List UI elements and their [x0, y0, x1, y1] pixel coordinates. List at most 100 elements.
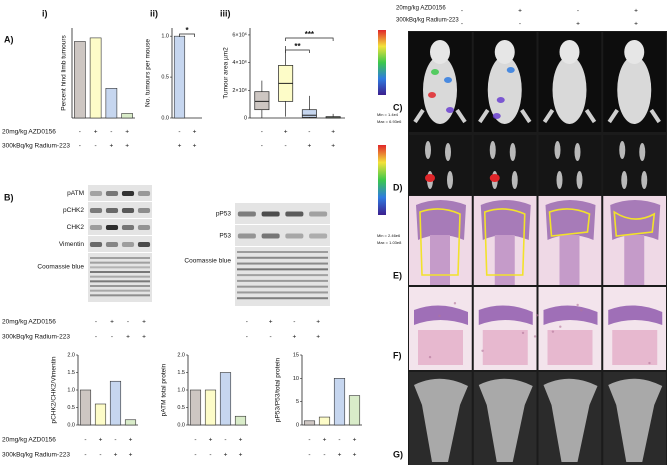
bar	[219, 372, 232, 426]
treatment-label: 300kBq/kg Radium-223	[2, 452, 70, 459]
blot-band	[237, 233, 256, 239]
texture	[648, 361, 651, 365]
treatment-sign: +	[114, 452, 118, 459]
texture	[580, 309, 583, 312]
treatment-sign: +	[316, 334, 320, 341]
marrow	[494, 235, 515, 285]
signal-spot	[428, 92, 436, 98]
blot-band	[137, 242, 151, 247]
blot-band	[121, 208, 135, 213]
treatment-sign: -	[95, 319, 97, 326]
bone-section	[480, 200, 531, 240]
bar	[204, 389, 217, 426]
y-tick-label: 1.5	[67, 370, 75, 376]
panel-label: B)	[4, 192, 14, 202]
bar	[89, 37, 102, 119]
treatment-sign: +	[94, 129, 98, 136]
treatment-sign: -	[308, 437, 310, 444]
blot-strip	[88, 185, 152, 201]
coomassie-band	[90, 289, 150, 292]
y-tick-label: 0.0	[161, 115, 169, 121]
blot-band	[285, 233, 304, 239]
y-tick-label: 1.5	[177, 370, 185, 376]
coomassie-band	[237, 291, 328, 294]
treatment-sign: -	[79, 143, 81, 150]
treatment-sign: +	[284, 129, 288, 136]
signal-spot	[425, 174, 435, 182]
significance-bracket	[285, 37, 334, 41]
treatment-sign: -	[84, 452, 86, 459]
treatment-sign: +	[518, 8, 522, 15]
panel-label: G)	[393, 449, 403, 459]
coomassie-band	[90, 266, 150, 269]
signal-spot	[506, 67, 515, 73]
blot-band	[121, 225, 135, 230]
treatment-sign: -	[308, 452, 310, 459]
colorbar	[378, 145, 386, 215]
blot-row-label: P53	[219, 233, 231, 240]
treatment-sign: -	[224, 437, 226, 444]
marrow	[559, 235, 580, 285]
y-tick-label: 2.0	[67, 352, 75, 358]
treatment-sign: +	[125, 143, 129, 150]
treatment-sign: -	[79, 129, 81, 136]
treatment-sign: +	[126, 334, 130, 341]
coomassie-band	[237, 262, 328, 265]
coomassie-band	[90, 261, 150, 264]
treatment-sign: +	[129, 452, 133, 459]
texture	[551, 330, 555, 333]
y-tick-label: 1.0	[67, 387, 75, 393]
treatment-sign: -	[270, 334, 272, 341]
bone	[576, 171, 583, 189]
coomassie-band	[237, 256, 328, 259]
treatment-sign: -	[323, 452, 325, 459]
blot-row-label: Vimentin	[59, 241, 85, 248]
mouse-body	[423, 56, 457, 124]
bar	[318, 416, 331, 426]
treatment-sign: -	[338, 437, 340, 444]
signal-spot	[489, 174, 500, 182]
coomassie-band	[90, 294, 150, 297]
bar	[121, 113, 133, 119]
bone-section	[416, 200, 466, 240]
y-tick-label: 2×10⁶	[232, 87, 247, 94]
mouse-legs	[478, 108, 532, 124]
blot-strip	[88, 236, 152, 252]
bar	[74, 41, 86, 119]
blot-strip	[88, 219, 152, 235]
treatment-sign: +	[129, 437, 133, 444]
treatment-sign: -	[261, 143, 263, 150]
panel-label: iii)	[220, 8, 231, 18]
bar	[105, 88, 118, 119]
treatment-sign: -	[194, 437, 196, 444]
coomassie-band	[237, 297, 328, 300]
blot-strip	[235, 247, 330, 306]
coomassie-band	[90, 271, 150, 273]
tumour-outline	[419, 208, 461, 276]
y-tick-label: 15	[293, 352, 299, 358]
coomassie-band	[90, 275, 150, 278]
colorbar-label: Max = 6.93e6	[377, 119, 402, 124]
blot-band	[137, 225, 151, 230]
texture	[428, 355, 432, 359]
coomassie-band	[90, 285, 150, 287]
tumour-outline	[548, 208, 591, 237]
treatment-sign: +	[634, 8, 638, 15]
treatment-sign: +	[269, 319, 273, 326]
bone	[489, 141, 496, 159]
y-tick-label: 0.0	[67, 422, 75, 428]
treatment-sign: +	[323, 437, 327, 444]
bar	[234, 415, 247, 426]
coomassie-band	[90, 280, 150, 283]
mouse-legs	[413, 108, 467, 124]
treatment-sign: +	[239, 452, 243, 459]
treatment-sign: +	[142, 319, 146, 326]
signal-spot	[496, 97, 505, 103]
treatment-sign: -	[246, 334, 248, 341]
bone	[509, 143, 516, 161]
y-tick-label: 6×10⁶	[232, 31, 247, 38]
signal-spot	[446, 107, 454, 113]
blot-strip	[235, 203, 330, 224]
blot-band	[261, 211, 280, 217]
